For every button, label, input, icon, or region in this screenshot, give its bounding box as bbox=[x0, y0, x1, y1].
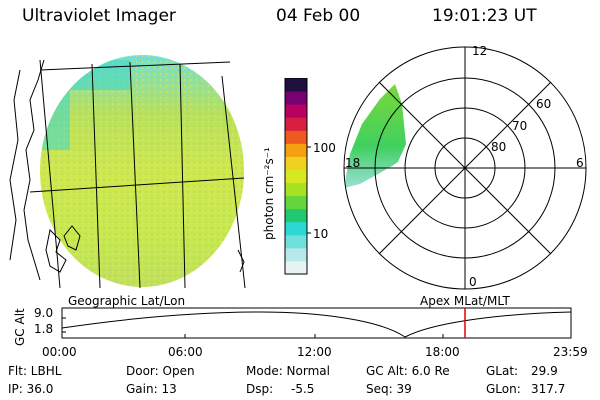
colorbar-segment bbox=[285, 247, 307, 262]
date-label: 04 Feb 00 bbox=[276, 6, 361, 26]
colorbar-segment bbox=[285, 78, 307, 92]
mlat-label-80: 80 bbox=[491, 140, 507, 154]
orbit-xtick-1: 06:00 bbox=[168, 345, 203, 359]
colorbar-segment bbox=[285, 260, 307, 275]
colorbar-segment bbox=[285, 221, 307, 236]
glat-value: 29.9 bbox=[531, 364, 558, 378]
orbit-xtick-2: 12:00 bbox=[297, 345, 332, 359]
dsp-value: -5.5 bbox=[291, 382, 315, 396]
gain-info: Gain: 13 bbox=[126, 382, 177, 396]
seq-info: Seq: 39 bbox=[366, 382, 412, 396]
mlat-label-60: 60 bbox=[536, 97, 552, 111]
mlt-label-0: 0 bbox=[469, 275, 477, 289]
earth-disk bbox=[40, 55, 244, 287]
lat-lon-grid bbox=[29, 59, 246, 289]
mlt-label-12: 12 bbox=[472, 44, 488, 58]
geographic-map bbox=[9, 55, 246, 289]
colorbar-scale bbox=[285, 78, 307, 275]
ip-info: IP: 36.0 bbox=[8, 382, 54, 396]
altitude-curve bbox=[61, 311, 572, 338]
mlt-label-18: 18 bbox=[345, 156, 361, 170]
colorbar-segment bbox=[285, 143, 307, 157]
filter-info: Flt: LBHL bbox=[8, 364, 62, 378]
colorbar-segment bbox=[285, 156, 307, 170]
orbit-ytick-1-8: 1.8 bbox=[34, 322, 54, 336]
mode-info: Mode: Normal bbox=[246, 364, 330, 378]
colorbar-tick-label-100: 100 bbox=[313, 141, 336, 155]
gc-alt-info: GC Alt: 6.0 Re bbox=[366, 364, 450, 378]
mlat-label-70: 70 bbox=[512, 119, 528, 133]
colorbar-segment bbox=[285, 195, 307, 210]
polar-grid bbox=[343, 46, 587, 290]
colorbar-segment bbox=[285, 104, 307, 118]
glat-label: GLat: bbox=[486, 364, 519, 378]
instrument-title: Ultraviolet Imager bbox=[22, 6, 176, 26]
orbit-axis-label: GC Alt bbox=[13, 308, 27, 346]
colorbar-segment bbox=[285, 91, 307, 105]
time-label: 19:01:23 UT bbox=[432, 6, 537, 26]
orbit-plot bbox=[61, 307, 572, 339]
colorbar-segment bbox=[285, 182, 307, 197]
colorbar-segment bbox=[285, 208, 307, 223]
glon-value: 317.7 bbox=[531, 382, 566, 396]
colorbar-segment bbox=[285, 117, 307, 131]
polar-map bbox=[343, 46, 587, 290]
orbit-xtick-3: 18:00 bbox=[425, 345, 460, 359]
glon-label: GLon: bbox=[486, 382, 521, 396]
orbit-ytick-9: 9.0 bbox=[34, 306, 54, 320]
door-info: Door: Open bbox=[126, 364, 195, 378]
colorbar-unit-label: photon cm⁻²s⁻¹ bbox=[262, 147, 276, 240]
orbit-frame bbox=[61, 307, 572, 339]
colorbar bbox=[284, 78, 311, 275]
orbit-xtick-0: 00:00 bbox=[42, 345, 77, 359]
colorbar-frame bbox=[284, 78, 308, 275]
colorbar-segment bbox=[285, 169, 307, 184]
mlt-label-6: 6 bbox=[576, 156, 584, 170]
orbit-xtick-4: 23:59 bbox=[553, 345, 588, 359]
coastline-outlines bbox=[9, 59, 245, 281]
geographic-caption: Geographic Lat/Lon bbox=[68, 294, 186, 308]
apex-caption: Apex MLat/MLT bbox=[420, 294, 510, 308]
dsp-label: Dsp: bbox=[246, 382, 274, 396]
colorbar-segment bbox=[285, 130, 307, 144]
colorbar-tick-label-10: 10 bbox=[313, 227, 329, 241]
auroral-emission bbox=[344, 84, 406, 188]
colorbar-segment bbox=[285, 234, 307, 249]
